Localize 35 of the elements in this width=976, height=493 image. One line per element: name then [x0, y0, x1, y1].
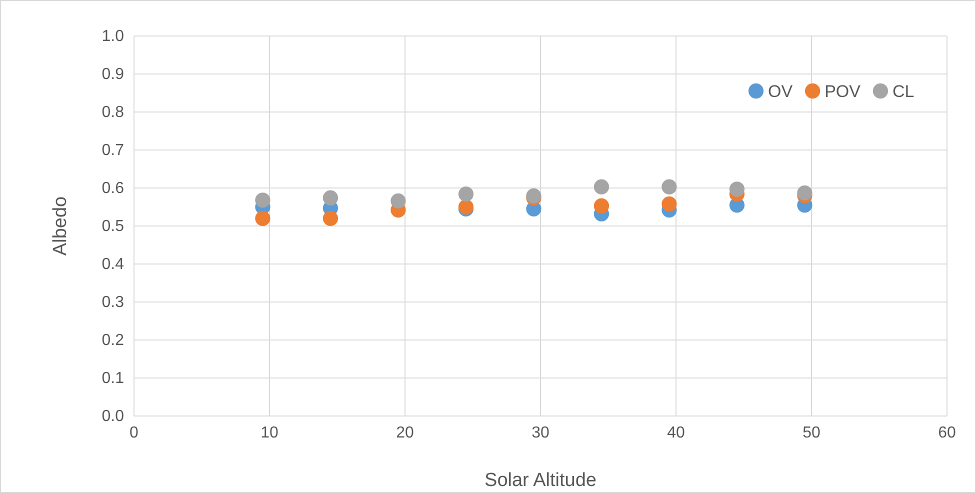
y-tick-label: 0.3 — [102, 294, 124, 312]
x-tick-label: 30 — [532, 424, 550, 442]
x-axis-title: Solar Altitude — [484, 470, 596, 491]
point — [458, 186, 474, 202]
legend-label: POV — [824, 82, 862, 101]
y-tick-label: 1.0 — [102, 28, 124, 46]
point — [390, 193, 406, 208]
y-tick-label: 0.1 — [102, 370, 124, 388]
point — [729, 182, 745, 197]
legend-label: CL — [892, 82, 914, 101]
y-tick-label: 0.0 — [102, 408, 124, 426]
point — [594, 198, 610, 214]
y-tick-label: 0.6 — [102, 180, 124, 198]
legend-label: OV — [768, 82, 794, 101]
y-tick-label: 0.8 — [102, 104, 124, 122]
y-tick-label: 0.4 — [102, 256, 124, 274]
point — [797, 185, 812, 200]
point — [255, 210, 270, 226]
y-axis-title: Albedo — [50, 196, 71, 256]
y-tick-label: 0.5 — [102, 218, 124, 236]
point — [594, 179, 610, 194]
y-tick-label: 0.7 — [102, 142, 124, 160]
point — [255, 192, 270, 208]
x-tick-label: 10 — [260, 424, 278, 442]
y-tick-label: 0.2 — [102, 332, 124, 350]
x-tick-label: 40 — [667, 424, 685, 442]
y-tick-label: 0.9 — [102, 66, 124, 84]
point — [322, 210, 338, 226]
point — [662, 179, 677, 194]
x-tick-label: 60 — [938, 424, 956, 442]
point — [662, 196, 677, 212]
x-tick-label: 50 — [802, 424, 820, 442]
x-tick-label: 0 — [130, 424, 139, 442]
point — [322, 190, 338, 206]
x-tick-label: 20 — [396, 424, 414, 442]
